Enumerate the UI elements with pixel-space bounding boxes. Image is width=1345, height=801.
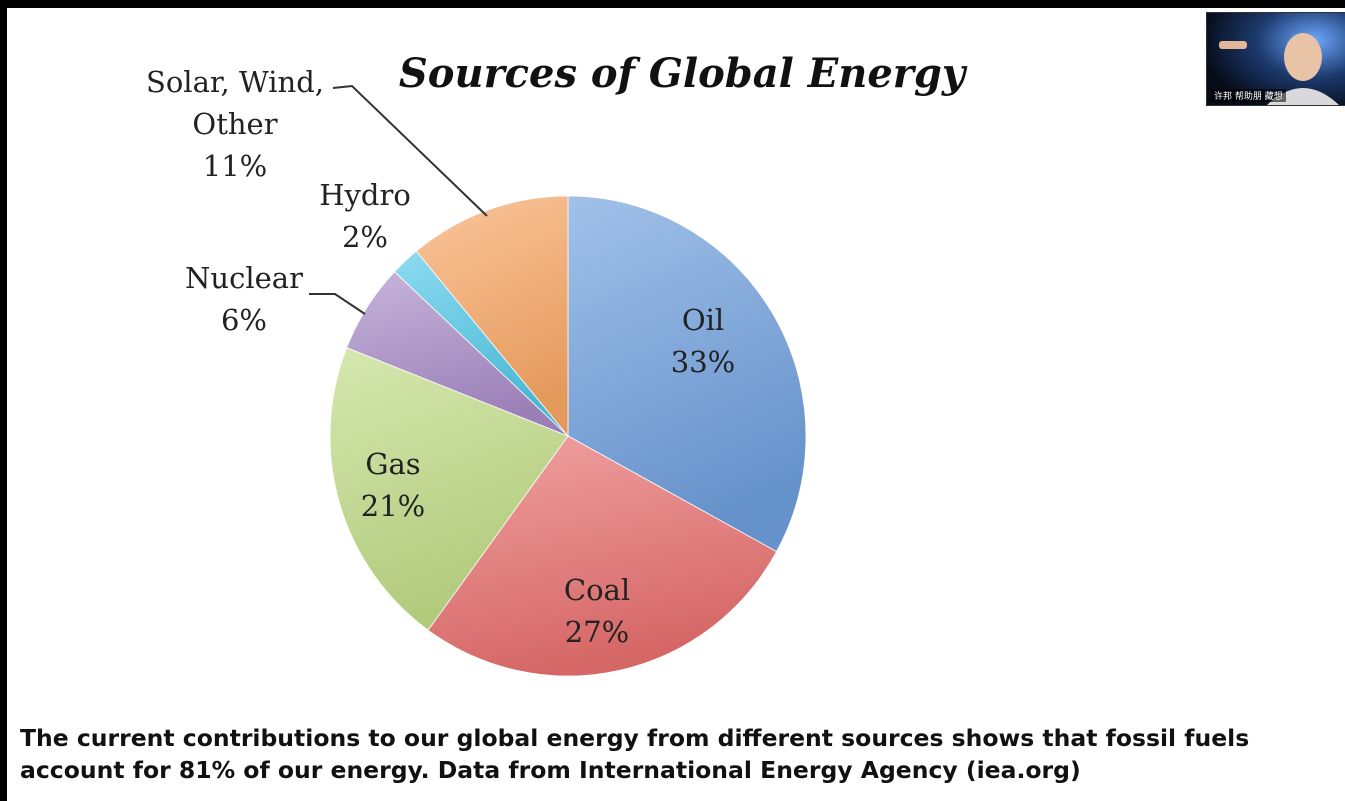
slice-label-coal: Coal xyxy=(564,573,630,607)
slice-percent-hydro: 2% xyxy=(342,220,388,254)
leader-line-nuclear xyxy=(309,293,366,315)
pie-chart: Sources of Global Energy Oil 33% Coal 27% Ga… xyxy=(146,50,968,677)
pie-slice-gas xyxy=(329,347,569,631)
slide: Sources of Global Energy Oil 33% Coal 27% Ga… xyxy=(7,8,1345,801)
chart-title: Sources of Global Energy xyxy=(399,50,968,97)
slice-percent-oil: 33% xyxy=(671,345,735,379)
pie-slice-oil xyxy=(567,195,807,553)
slice-label-nuclear: Nuclear xyxy=(185,261,303,295)
slice-label-solar-1: Other xyxy=(192,107,277,141)
pie-slices xyxy=(329,195,807,677)
slice-label-oil: Oil xyxy=(682,303,724,337)
slice-percent-nuclear: 6% xyxy=(221,303,267,337)
leader-lines xyxy=(309,84,488,315)
slice-percent-gas: 21% xyxy=(361,489,425,523)
slice-labels: Oil 33% Coal 27% Gas 21% Nuclear 6% Hydro 2% Solar… xyxy=(146,65,735,649)
slice-label-gas: Gas xyxy=(365,447,420,481)
slide-caption: The current contributions to our global … xyxy=(20,724,1250,784)
slice-percent-coal: 27% xyxy=(565,615,629,649)
webcam-video-feed: 许邦 帮助朋 藏想 xyxy=(1206,12,1345,106)
pie-slice-coal xyxy=(427,435,778,677)
slice-percent-solar: 11% xyxy=(203,149,267,183)
pie-slice-solar xyxy=(415,195,569,438)
webcam-name-label: 许邦 帮助朋 藏想 xyxy=(1211,89,1286,102)
leader-line-solar xyxy=(332,84,488,217)
slice-label-solar: Solar, Wind, xyxy=(146,65,324,99)
slice-label-hydro: Hydro xyxy=(319,178,411,212)
